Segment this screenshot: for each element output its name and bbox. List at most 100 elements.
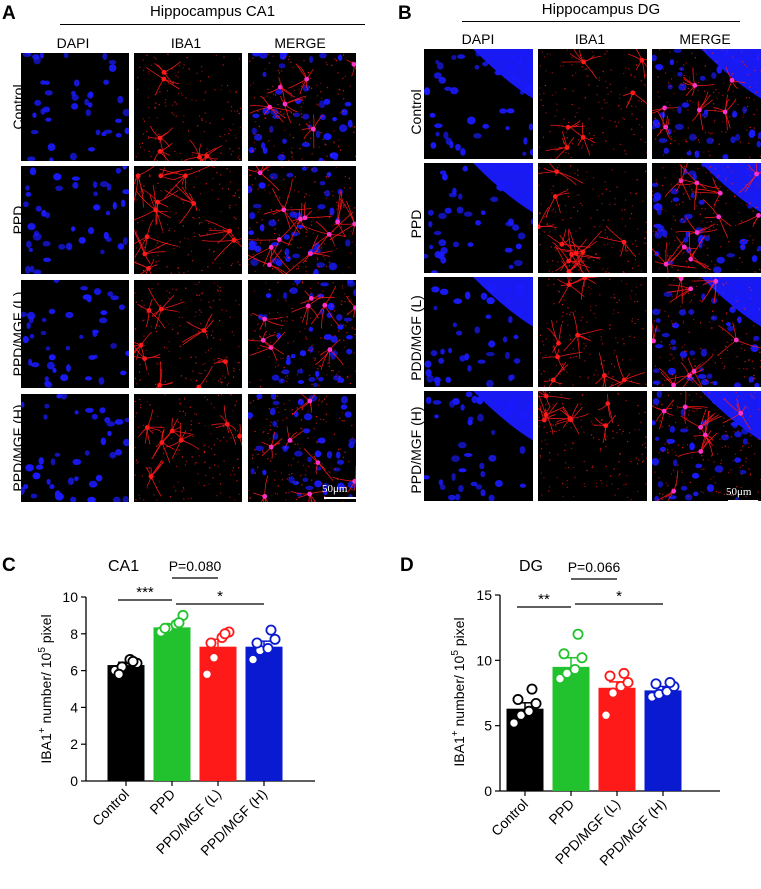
y-axis-label: IBA1+ number/ 105 pixel <box>450 617 467 766</box>
data-point-1-0 <box>554 673 566 685</box>
data-point-3-5 <box>265 624 277 636</box>
chart-ca1: CA1 0 2 4 6 8 10 IBA1+ number/ 105 pixel Control… <box>0 550 385 885</box>
bar-3 <box>644 690 682 791</box>
panel-a-micrograph-merge-row-1 <box>248 53 356 161</box>
panel-a-scale-bar <box>324 497 356 499</box>
data-point-2-4 <box>205 637 217 649</box>
panel-b-col-iba1: IBA1 <box>574 31 606 47</box>
significance-label-0: *** <box>136 584 154 601</box>
panel-a-micrograph-merge-row-2 <box>248 166 356 274</box>
bar-0 <box>107 665 145 781</box>
panel-b-region-line <box>462 21 740 22</box>
panel-b-row-ppd: PPD <box>408 209 424 239</box>
data-point-3-5 <box>664 677 676 689</box>
panel-a-region-line <box>60 24 365 25</box>
y-tick-label: 0 <box>70 773 78 789</box>
panel-b-micrograph-merge-row-1 <box>652 49 761 159</box>
data-point-3-2 <box>262 643 274 655</box>
panel-b-col-dapi: DAPI <box>461 31 495 47</box>
x-tick-label-0: Control <box>89 786 132 829</box>
panel-b-micrograph-iba1-row-1 <box>538 49 647 159</box>
panel-b-micrograph-dapi-row-3 <box>424 277 533 387</box>
data-point-2-1 <box>607 687 619 699</box>
panel-b-micrograph-merge-row-3 <box>652 277 761 387</box>
panel-a-region-title: Hippocampus CA1 <box>149 3 276 20</box>
panel-a-micrograph-dapi-row-2 <box>21 166 129 274</box>
chart-dg: DG 0 5 10 15 IBA1+ number/ 105 pixel Control PP… <box>395 550 761 885</box>
data-point-0-4 <box>113 668 125 680</box>
data-point-1-5 <box>572 628 584 640</box>
data-point-3-4 <box>650 678 662 690</box>
data-point-0-5 <box>127 655 139 667</box>
x-tick-label-0: Control <box>488 796 531 839</box>
y-tick-label: 5 <box>484 718 492 734</box>
significance-label-1: P=0.080 <box>169 558 222 574</box>
panel-b-row-pdd-mgf-low: PDD/MGF (L) <box>408 295 424 381</box>
panel-a-col-iba1: IBA1 <box>170 35 202 51</box>
panel-b-scale-bar <box>728 500 758 502</box>
panel-letter-c: C <box>2 555 16 576</box>
data-point-1-4 <box>159 622 171 634</box>
panel-a-micrograph-merge-row-4 <box>248 394 356 502</box>
panel-b-micrograph-dapi-row-1 <box>424 49 533 159</box>
y-tick-label: 2 <box>70 736 78 752</box>
y-tick-label: 8 <box>70 626 78 642</box>
data-point-1-4 <box>558 648 570 660</box>
panel-b-col-merge: MERGE <box>679 31 731 47</box>
data-point-1-2 <box>569 663 581 675</box>
panel-b-row-mgf-high: PPD/MGF (H) <box>408 406 424 494</box>
panel-a-micrograph-dapi-row-3 <box>21 280 129 388</box>
data-point-0-4 <box>512 694 524 706</box>
panel-a-micrograph-dapi-row-1 <box>21 53 129 161</box>
data-point-2-0 <box>600 709 612 721</box>
panel-a-micrograph-iba1-row-1 <box>134 53 242 161</box>
panel-b-micrograph-iba1-row-4 <box>538 391 647 501</box>
data-point-0-2 <box>523 705 535 717</box>
panel-letter-b: B <box>398 3 412 24</box>
data-point-2-5 <box>618 667 630 679</box>
panel-b-micrograph-iba1-row-3 <box>538 277 647 387</box>
data-point-0-5 <box>526 683 538 695</box>
y-tick-label: 15 <box>476 587 492 603</box>
data-point-0-3 <box>530 697 542 709</box>
data-point-2-1 <box>208 652 220 664</box>
panel-a-col-dapi: DAPI <box>56 35 90 51</box>
panel-a-col-merge: MERGE <box>274 35 326 51</box>
significance-label-2: * <box>217 588 223 605</box>
significance-label-1: P=0.066 <box>568 559 621 575</box>
data-point-1-5 <box>173 617 185 629</box>
panel-a-micrograph-iba1-row-2 <box>134 166 242 274</box>
panel-letter-d: D <box>400 555 414 576</box>
data-point-2-4 <box>604 670 616 682</box>
data-point-3-3 <box>269 633 281 645</box>
bar-2 <box>598 687 636 791</box>
panel-b-micrograph-dapi-row-2 <box>424 163 533 273</box>
panel-b-micrograph-iba1-row-2 <box>538 163 647 273</box>
y-tick-label: 6 <box>70 663 78 679</box>
significance-label-0: ** <box>538 591 550 608</box>
data-point-3-0 <box>247 654 259 666</box>
data-point-2-5 <box>219 628 231 640</box>
data-point-3-4 <box>251 637 263 649</box>
y-tick-label: 10 <box>62 589 78 605</box>
x-tick-label-1: PPD <box>545 796 577 828</box>
y-axis-label: IBA1+ number/ 105 pixel <box>37 614 54 763</box>
significance-label-2: * <box>616 588 622 605</box>
panel-b-micrograph-dapi-row-4 <box>424 391 533 501</box>
bar-2 <box>199 646 237 781</box>
x-tick-label-1: PPD <box>146 786 178 818</box>
panel-b-region-title: Hippocampus DG <box>541 1 661 18</box>
y-tick-label: 10 <box>476 652 492 668</box>
bar-1 <box>153 627 191 781</box>
bar-1 <box>552 666 590 791</box>
data-point-2-3 <box>622 677 634 689</box>
y-tick-label: 0 <box>484 783 492 799</box>
panel-b-row-control: Control <box>408 89 424 135</box>
chart-title: CA1 <box>108 558 139 575</box>
panel-a-micrograph-dapi-row-4 <box>21 394 129 502</box>
panel-a-micrograph-iba1-row-4 <box>134 394 242 502</box>
data-point-1-3 <box>576 652 588 664</box>
panel-a-micrograph-merge-row-3 <box>248 280 356 388</box>
chart-title: DG <box>519 558 543 575</box>
panel-letter-a: A <box>2 3 16 24</box>
